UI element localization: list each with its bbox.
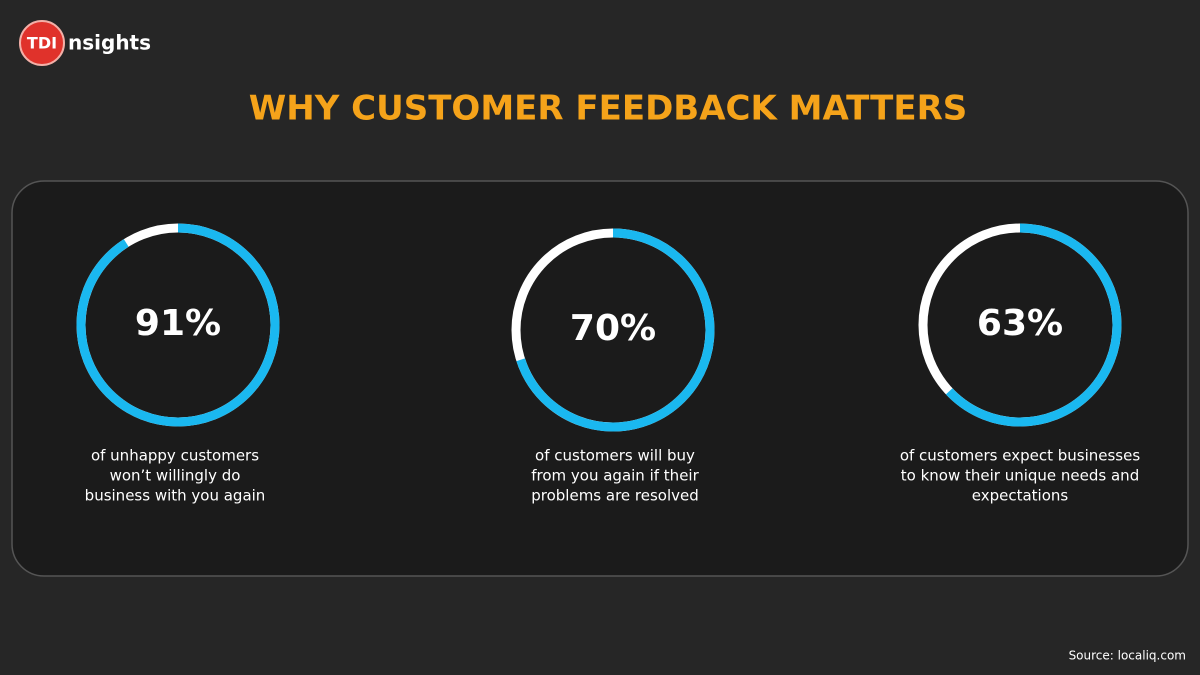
- donut-arc: [918, 223, 1122, 427]
- logo-badge: [19, 20, 65, 66]
- value-label: 63%: [977, 303, 1063, 344]
- caption: won’t willingly do: [110, 467, 241, 485]
- logo-text: nsights: [68, 31, 151, 55]
- caption: business with you again: [85, 487, 266, 505]
- caption: to know their unique needs and: [901, 467, 1139, 485]
- caption: of customers will buy: [535, 447, 695, 465]
- donut-arc: [511, 228, 715, 432]
- caption: problems are resolved: [531, 487, 699, 505]
- caption: of customers expect businesses: [900, 447, 1141, 465]
- donut-arc: [76, 223, 280, 427]
- value-label: 70%: [570, 308, 656, 349]
- logo-mark: TDI: [27, 34, 57, 53]
- title: WHY CUSTOMER FEEDBACK MATTERS: [249, 89, 967, 129]
- caption: expectations: [972, 487, 1069, 505]
- caption: of unhappy customers: [91, 447, 259, 465]
- caption: from you again if their: [531, 467, 699, 485]
- value-label: 91%: [135, 303, 221, 344]
- panel: [11, 180, 1189, 577]
- source: Source: localiq.com: [1069, 649, 1186, 663]
